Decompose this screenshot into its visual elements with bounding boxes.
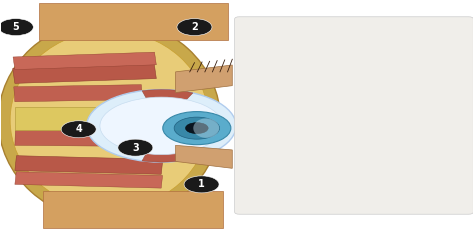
Polygon shape: [15, 131, 143, 146]
Text: 4.: 4.: [250, 142, 260, 152]
Circle shape: [174, 117, 219, 139]
Text: 2.: 2.: [250, 75, 260, 85]
Polygon shape: [38, 3, 228, 40]
Polygon shape: [14, 85, 142, 102]
Text: 4: 4: [75, 124, 82, 134]
Ellipse shape: [0, 19, 220, 221]
Text: Central nervous system: Central nervous system: [263, 175, 402, 185]
Polygon shape: [175, 145, 232, 168]
Circle shape: [118, 139, 153, 156]
Text: Extraocular muscles: Extraocular muscles: [263, 108, 382, 118]
Text: Globe: Globe: [263, 42, 297, 52]
Circle shape: [163, 112, 231, 145]
Polygon shape: [43, 191, 223, 228]
Polygon shape: [15, 107, 109, 131]
Circle shape: [87, 90, 236, 162]
Text: Cranial nerves: Cranial nerves: [263, 142, 348, 152]
Text: (paresis): (paresis): [330, 142, 376, 152]
FancyBboxPatch shape: [235, 17, 474, 214]
Text: 2: 2: [191, 22, 198, 32]
Circle shape: [184, 176, 219, 193]
Ellipse shape: [193, 118, 219, 138]
Wedge shape: [142, 126, 193, 162]
Polygon shape: [175, 65, 232, 93]
Polygon shape: [15, 172, 163, 188]
Circle shape: [185, 123, 208, 134]
Circle shape: [61, 121, 96, 138]
Text: 5.: 5.: [250, 175, 260, 185]
Text: (restriction): (restriction): [292, 75, 352, 85]
Text: Orbit: Orbit: [263, 75, 293, 85]
Text: (refraction): (refraction): [293, 42, 351, 52]
Polygon shape: [13, 64, 156, 83]
Circle shape: [0, 19, 33, 36]
Text: 3: 3: [132, 143, 139, 153]
Text: (NMJ): (NMJ): [353, 108, 383, 118]
Wedge shape: [142, 90, 193, 126]
Text: 5: 5: [12, 22, 19, 32]
Polygon shape: [13, 52, 156, 70]
Text: 1.: 1.: [250, 42, 260, 52]
Text: 3.: 3.: [250, 108, 260, 118]
Circle shape: [177, 19, 212, 36]
Text: 1: 1: [198, 179, 205, 189]
Polygon shape: [15, 156, 163, 174]
Ellipse shape: [10, 30, 209, 210]
Ellipse shape: [100, 97, 223, 155]
